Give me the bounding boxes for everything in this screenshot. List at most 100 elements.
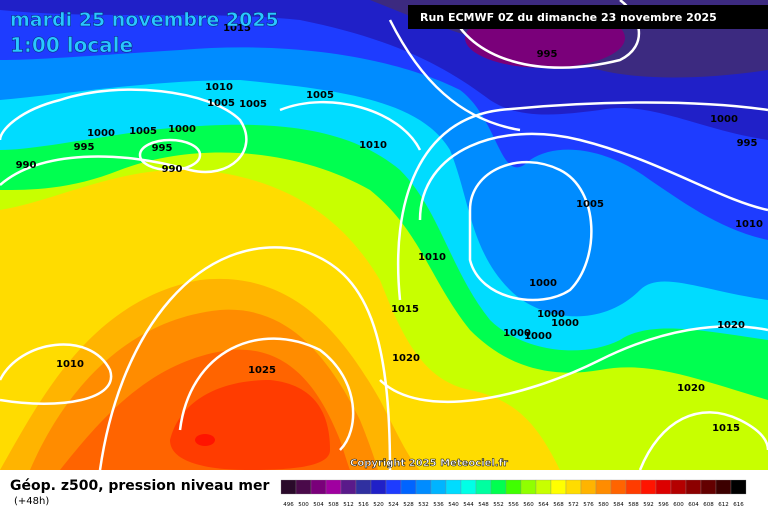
scale-tick-label: 616 bbox=[733, 502, 744, 508]
isobar-label: 1005 bbox=[129, 126, 157, 137]
scale-swatch bbox=[400, 479, 417, 495]
scale-tick-label: 528 bbox=[403, 502, 414, 508]
isobar-label: 1000 bbox=[524, 331, 552, 342]
scale-swatch bbox=[505, 479, 522, 495]
scale-swatch bbox=[610, 479, 627, 495]
scale-tick-label: 564 bbox=[538, 502, 549, 508]
scale-swatch bbox=[340, 479, 357, 495]
scale-tick-label: 612 bbox=[718, 502, 729, 508]
scale-swatch bbox=[475, 479, 492, 495]
scale-tick-label: 500 bbox=[298, 502, 309, 508]
run-box bbox=[408, 5, 768, 29]
scale-tick-label: 532 bbox=[418, 502, 429, 508]
scale-tick-label: 592 bbox=[643, 502, 654, 508]
isobar-label: 1000 bbox=[551, 318, 579, 329]
title: mardi 25 novembre 2025 bbox=[10, 9, 279, 31]
scale-swatch bbox=[670, 479, 687, 495]
isobar-label: 1005 bbox=[576, 199, 604, 210]
isobar-label: 995 bbox=[74, 142, 95, 153]
scale-tick-label: 600 bbox=[673, 502, 684, 508]
scale-tick-label: 588 bbox=[628, 502, 639, 508]
isobar-label: 1000 bbox=[710, 114, 738, 125]
scale-tick-label: 544 bbox=[463, 502, 474, 508]
isobar-label: 990 bbox=[162, 164, 183, 175]
scale-tick-label: 540 bbox=[448, 502, 459, 508]
scale-swatch bbox=[310, 479, 327, 495]
scale-swatch bbox=[595, 479, 612, 495]
scale-swatch bbox=[325, 479, 342, 495]
isobar-label: 1000 bbox=[537, 309, 565, 320]
scale-swatch bbox=[655, 479, 672, 495]
isobar-label: 1000 bbox=[87, 128, 115, 139]
isobar-label: 995 bbox=[737, 138, 758, 149]
scale-swatch bbox=[280, 479, 297, 495]
scale-tick-label: 512 bbox=[343, 502, 354, 508]
isobar-label: 1015 bbox=[391, 304, 419, 315]
scale-swatch bbox=[565, 479, 582, 495]
isobar-label: 995 bbox=[537, 49, 558, 60]
scale-tick-label: 560 bbox=[523, 502, 534, 508]
scale-swatch bbox=[430, 479, 447, 495]
scale-swatch bbox=[460, 479, 477, 495]
subtitle: 1:00 locale bbox=[10, 33, 133, 57]
scale-swatch bbox=[640, 479, 657, 495]
scale-tick-label: 524 bbox=[388, 502, 399, 508]
isobar-label: 1020 bbox=[677, 383, 705, 394]
isobar-label: 1010 bbox=[56, 359, 84, 370]
scale-swatch bbox=[415, 479, 432, 495]
scale-swatch bbox=[370, 479, 387, 495]
scale-tick-label: 536 bbox=[433, 502, 444, 508]
isobar-label: 995 bbox=[152, 143, 173, 154]
scale-tick-label: 604 bbox=[688, 502, 699, 508]
isobar-label: 1005 bbox=[207, 98, 235, 109]
scale-tick-label: 548 bbox=[478, 502, 489, 508]
scale-tick-label: 576 bbox=[583, 502, 594, 508]
scale-swatch bbox=[445, 479, 462, 495]
scale-tick-label: 572 bbox=[568, 502, 579, 508]
scale-tick-label: 504 bbox=[313, 502, 324, 508]
scale-swatch bbox=[385, 479, 402, 495]
scale-tick-label: 596 bbox=[658, 502, 669, 508]
isobar-label: 1020 bbox=[392, 353, 420, 364]
isobar-label: 1010 bbox=[735, 219, 763, 230]
isobar-label: 1015 bbox=[223, 23, 251, 34]
scale-swatch bbox=[625, 479, 642, 495]
isobars bbox=[0, 0, 768, 471]
isobar-label: 1015 bbox=[712, 423, 740, 434]
isobar-label: 1010 bbox=[418, 252, 446, 263]
scale-swatch bbox=[715, 479, 732, 495]
scale-swatch bbox=[535, 479, 552, 495]
isobar-label: 1000 bbox=[529, 278, 557, 289]
scale-swatch bbox=[295, 479, 312, 495]
run-info: Run ECMWF 0Z du dimanche 23 novembre 202… bbox=[420, 11, 717, 24]
field bbox=[0, 0, 768, 470]
isobar-label: 1020 bbox=[717, 320, 745, 331]
isobar-label: 1025 bbox=[248, 365, 276, 376]
scale-tick-label: 580 bbox=[598, 502, 609, 508]
scale-swatch bbox=[520, 479, 537, 495]
lead-time: (+48h) bbox=[14, 496, 49, 507]
isobar-labels: 1015 995 1010 1005 1005 1005 1000 1005 1000 995 99… bbox=[16, 23, 763, 434]
scale-swatch bbox=[580, 479, 597, 495]
scale-tick-label: 552 bbox=[493, 502, 504, 508]
scale-tick-label: 584 bbox=[613, 502, 624, 508]
scale-tick-label: 520 bbox=[373, 502, 384, 508]
scale-tick-label: 608 bbox=[703, 502, 714, 508]
isobar-label: 1005 bbox=[239, 99, 267, 110]
footer-label: Géop. z500, pression niveau mer bbox=[10, 478, 269, 494]
isobar-label: 990 bbox=[16, 160, 37, 171]
scale-swatch bbox=[730, 479, 747, 495]
scale-swatch bbox=[700, 479, 717, 495]
isobar-label: 1000 bbox=[503, 328, 531, 339]
scale-tick-label: 496 bbox=[283, 502, 294, 508]
scale-swatch bbox=[355, 479, 372, 495]
isobar-label: 1010 bbox=[359, 140, 387, 151]
color-scale: 496 500 504 508 512 516 520 524 528 532 536 540 544 5… bbox=[280, 479, 747, 508]
scale-swatch bbox=[550, 479, 567, 495]
scale-swatch bbox=[490, 479, 507, 495]
scale-tick-label: 568 bbox=[553, 502, 564, 508]
scale-swatch bbox=[685, 479, 702, 495]
scale-tick-label: 516 bbox=[358, 502, 369, 508]
